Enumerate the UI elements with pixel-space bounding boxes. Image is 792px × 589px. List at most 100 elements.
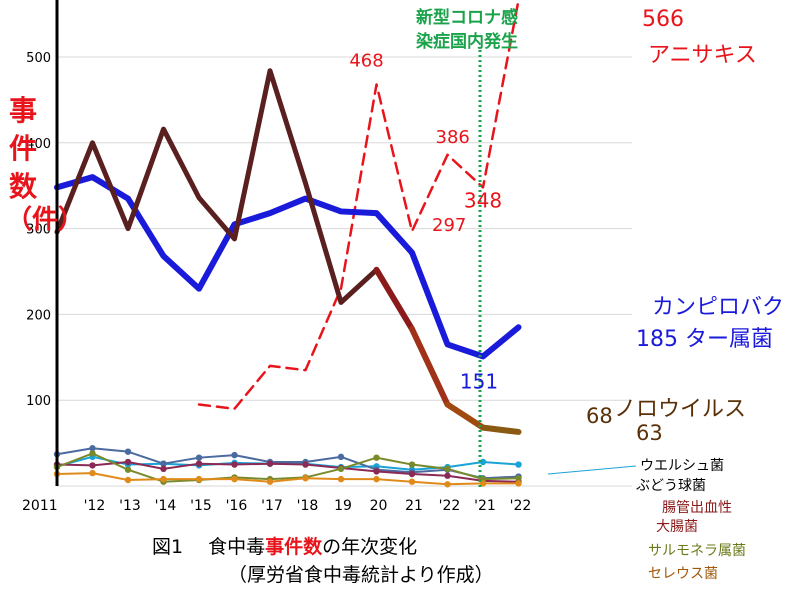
grid [57,56,632,487]
figure-source: （厚労省食中毒統計より作成） [228,564,494,586]
series-line [54,68,521,435]
series-segment [480,424,522,435]
data-point [124,448,132,455]
data-point [373,475,380,483]
data-label: 386 [436,127,470,148]
x-tick-label: 2011 [22,498,58,514]
data-point [195,454,203,461]
series-legend-label: 大腸菌 [656,519,698,535]
data-point [89,462,96,469]
x-tick-label: 19 [334,498,352,514]
x-tick-label: '22 [510,498,532,514]
x-axis-ticks: 2011 '12 '13 '14 '15 '16 '17 '18 19 20 21 '22 '21 '22 [22,498,531,514]
data-point [231,451,238,459]
series-line [56,460,520,483]
data-point [89,469,96,477]
series-segment [373,266,415,332]
data-label: 468 [349,50,383,71]
x-tick-label: '16 [226,498,248,514]
series-line [56,447,520,480]
series-legend-label: ウエルシュ菌 [640,458,724,474]
y-tick-label: 300 [26,223,51,238]
covid-note-line: 新型コロナ感 [416,8,518,28]
data-point [124,476,132,484]
data-point [373,468,380,475]
data-point [89,445,96,452]
data-point [515,461,522,468]
data-point [266,478,274,485]
data-point [124,458,132,466]
x-tick-label: '15 [190,498,212,514]
data-point [408,470,416,478]
x-tick-label: '18 [297,498,319,514]
series-legend-label: セレウス菌 [648,566,718,582]
series-line [56,452,520,483]
y-tick-label: 500 [26,51,51,66]
series-value-norovirus: 63 [636,421,663,445]
data-point [302,475,309,482]
data-point [160,460,167,467]
covid-note-line: 染症国内発生 [416,32,518,52]
x-tick-label: 21 [405,498,423,514]
y-axis-label-char: 件 [8,132,37,165]
points-group [53,445,522,488]
series-legend-label: ぶどう球菌 [636,478,706,494]
data-point [266,460,274,467]
x-tick-label: '12 [84,498,106,514]
series-group [54,0,522,486]
data-point [515,480,522,487]
series-segment [409,325,451,408]
data-point [408,478,416,485]
data-point [231,461,238,468]
data-point [231,475,238,483]
y-axis-label-char: 事 [8,94,37,127]
series-name-campylobacter: カンピロバク [652,295,784,320]
series-name-norovirus: ノロウイルス [614,397,746,422]
data-point [160,475,167,483]
y-tick-label: 100 [26,394,51,409]
series-value-anisakis: 566 [642,7,684,32]
y-tick-label: 200 [26,308,51,323]
x-tick-label: '13 [119,498,141,514]
y-axis-label-unit: （件） [6,205,85,235]
data-point [444,465,451,473]
data-point [337,465,345,473]
x-tick-label: '21 [474,498,496,514]
series-legend-label: サルモネラ属菌 [648,543,746,559]
data-point [160,465,167,473]
covid-note: 新型コロナ感 染症国内発生 [416,6,518,54]
series-legend-label: 腸管出血性 [662,500,732,516]
series-name-campylobacter: 185 ター属菌 [636,327,773,352]
x-tick-label: '17 [261,498,283,514]
figure-caption: 図1 食中毒事件数の年次変化 [152,532,417,559]
y-axis-label-char: 数 [8,170,37,203]
caption-prefix: 図1 食中毒 [152,536,266,558]
series-segment [444,401,486,431]
data-point [408,461,416,468]
data-point [89,450,96,457]
data-point [444,481,451,488]
caption-highlight: 事件数 [265,536,323,558]
data-point [444,472,451,479]
data-label: 297 [432,215,466,236]
data-point [124,466,132,473]
data-point [337,453,345,461]
series-name-anisakis: アニサキス [648,43,757,68]
data-point [373,454,380,461]
data-label: 151 [460,369,498,393]
data-point [515,475,522,482]
y-axis-ticks: 100 200 300 400 500 [26,51,51,409]
x-tick-label: '14 [155,498,177,514]
y-axis-label: 事 件 数 （件） [6,92,85,235]
series-value-norovirus: 68 [586,404,613,428]
data-point [195,460,203,467]
series-line [197,0,520,411]
data-point [302,461,309,468]
data-label: 348 [464,188,502,212]
data-point [195,475,203,483]
data-point [337,475,345,483]
series-line [56,472,520,486]
x-tick-label: '22 [439,498,461,514]
